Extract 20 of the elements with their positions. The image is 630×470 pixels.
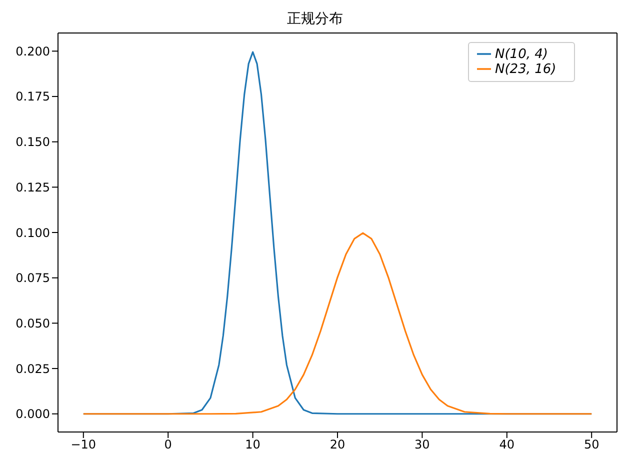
x-tick-label: 0 <box>164 438 172 452</box>
x-tick-label: 20 <box>330 438 346 452</box>
legend-label: N(10, 4) <box>495 47 548 62</box>
y-tick-label: 0.200 <box>16 44 50 58</box>
y-tick-label: 0.125 <box>16 180 50 194</box>
x-tick-label: 50 <box>584 438 600 452</box>
y-tick-label: 0.175 <box>16 90 50 104</box>
legend-label: N(23, 16) <box>495 62 556 77</box>
x-tick-label: −10 <box>70 438 96 452</box>
y-tick-label: 0.025 <box>16 362 50 376</box>
y-tick-label: 0.150 <box>16 135 50 150</box>
chart-title: 正规分布 <box>286 10 344 29</box>
x-tick-label: 30 <box>414 438 430 452</box>
y-tick-label: 0.100 <box>16 226 50 240</box>
x-tick-label: 10 <box>245 438 260 452</box>
y-tick-label: 0.000 <box>16 407 50 422</box>
y-tick-label: 0.050 <box>16 316 50 330</box>
x-tick-label: 40 <box>499 438 515 452</box>
y-tick-label: 0.075 <box>16 271 50 286</box>
line-series <box>82 232 592 415</box>
